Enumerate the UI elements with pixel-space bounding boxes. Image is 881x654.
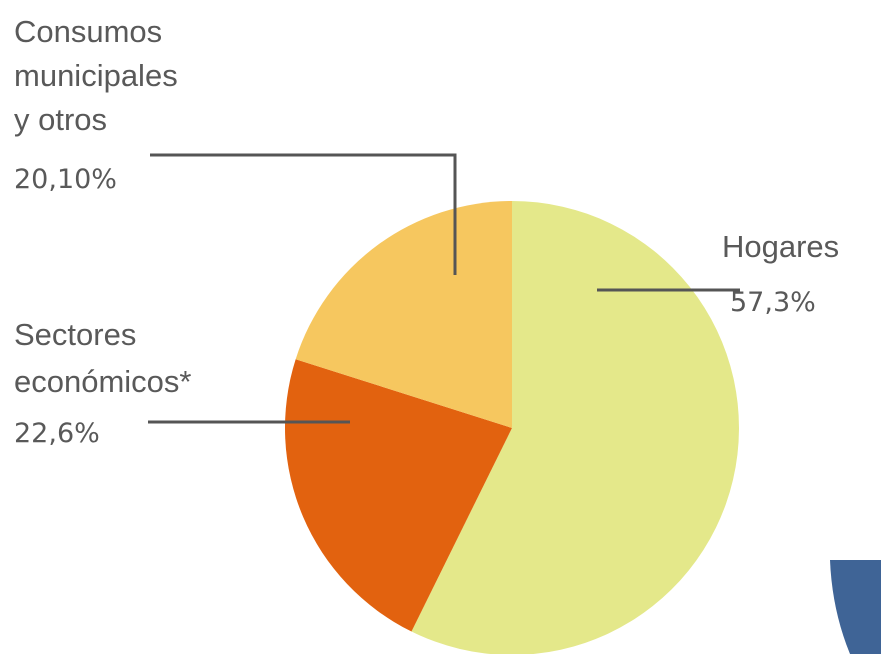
value-hogares: 57,3%	[730, 287, 816, 318]
label-sectores-line2: económicos*	[14, 364, 191, 399]
label-sectores-line1: Sectores	[14, 317, 136, 352]
leader-line-consumos	[150, 153, 457, 275]
label-hogares: Hogares	[722, 229, 839, 264]
label-consumos-line2: municipales	[14, 58, 178, 93]
pie-slice-hogares	[411, 201, 739, 654]
label-consumos-line1: Consumos	[14, 14, 162, 49]
decorative-blue-shape	[830, 560, 881, 654]
pie-slice-consumos	[295, 201, 512, 428]
value-sectores: 22,6%	[14, 418, 100, 449]
label-consumos-line3: y otros	[14, 102, 107, 137]
pie-slice-sectores	[284, 359, 512, 632]
value-consumos: 20,10%	[14, 164, 117, 195]
pie-slices	[284, 201, 739, 654]
